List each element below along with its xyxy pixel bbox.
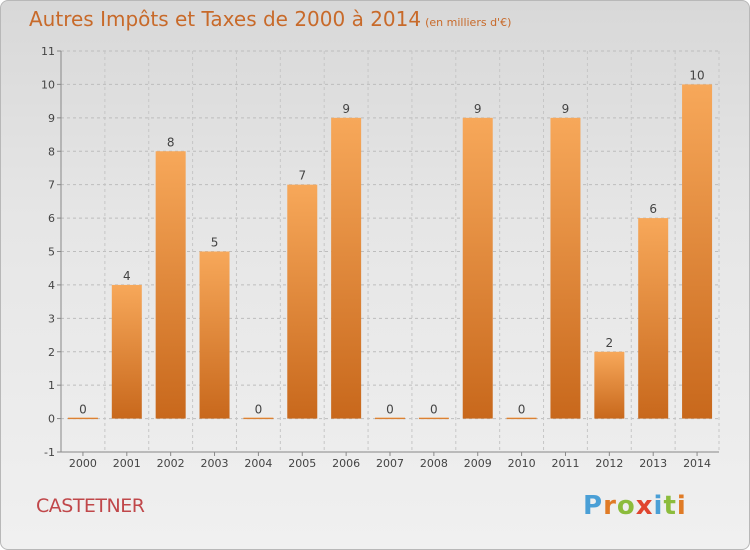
logo-letter: x: [635, 491, 654, 521]
y-tick-label: 1: [48, 379, 55, 392]
data-label: 0: [518, 403, 526, 417]
bar: [199, 251, 230, 419]
chart-title: Autres Impôts et Taxes de 2000 à 2014 (en…: [29, 7, 511, 31]
bar: [287, 184, 318, 419]
data-label: 8: [167, 135, 175, 149]
bar: [67, 417, 98, 420]
y-tick-label: 9: [48, 112, 55, 125]
logo-letter: i: [653, 491, 664, 521]
data-label: 6: [649, 202, 657, 216]
x-tick-label: 2012: [595, 457, 623, 470]
x-tick-label: 2002: [157, 457, 185, 470]
chart-title-text: Autres Impôts et Taxes de 2000 à 2014: [29, 7, 422, 31]
bar: [375, 417, 405, 420]
data-label: 0: [386, 403, 394, 417]
data-label: 9: [474, 102, 482, 116]
data-label: 9: [562, 102, 570, 116]
chart-unit: (en milliers d'€): [425, 16, 512, 29]
y-tick-label: 4: [48, 279, 55, 292]
bar: [418, 417, 449, 420]
data-label: 4: [123, 269, 131, 283]
city-name: CASTETNER: [36, 495, 145, 517]
logo-letter: t: [663, 491, 677, 521]
logo-letter: r: [603, 491, 617, 521]
x-tick-label: 2006: [332, 457, 360, 470]
x-tick-label: 2005: [288, 457, 316, 470]
x-tick-label: 2009: [464, 457, 492, 470]
y-tick-label: 6: [48, 212, 55, 225]
x-tick-label: 2008: [420, 457, 448, 470]
bar: [331, 117, 362, 419]
y-tick-label: 0: [48, 413, 55, 426]
y-tick-label: 2: [48, 346, 55, 359]
bar: [638, 218, 669, 419]
x-tick-label: 2007: [376, 457, 404, 470]
y-tick-label: -1: [44, 446, 55, 459]
data-label: 9: [342, 102, 350, 116]
data-label: 10: [689, 68, 704, 82]
y-tick-label: 7: [48, 179, 55, 192]
y-tick-label: 3: [48, 312, 55, 325]
logo-letter: o: [616, 491, 636, 521]
x-tick-label: 2004: [244, 457, 272, 470]
data-label: 7: [298, 169, 306, 183]
y-tick-label: 10: [41, 78, 55, 91]
bar: [111, 284, 142, 419]
data-label: 0: [79, 403, 87, 417]
y-tick-label: 11: [41, 45, 55, 58]
bars: [67, 84, 713, 420]
x-tick-label: 2001: [113, 457, 141, 470]
data-label: 0: [430, 403, 438, 417]
bar: [462, 117, 493, 419]
data-label: 0: [255, 403, 263, 417]
x-tick-label: 2013: [639, 457, 667, 470]
bar: [243, 417, 274, 420]
x-tick-label: 2010: [508, 457, 536, 470]
logo-letter: P: [583, 491, 604, 521]
x-tick-label: 2014: [683, 457, 711, 470]
x-tick-label: 2000: [69, 457, 97, 470]
bar: [550, 117, 581, 419]
data-labels: 0 4 8 5 0 7 9 0 0 9 0 9 2 6 10: [79, 68, 705, 416]
bar: [155, 151, 186, 419]
data-label: 5: [211, 236, 219, 250]
logo-letter: i: [676, 491, 687, 521]
bar: [594, 351, 625, 419]
proxiti-logo: Proxiti: [583, 491, 687, 521]
data-label: 2: [606, 336, 614, 350]
bar: [506, 417, 537, 420]
y-tick-label: 5: [48, 246, 55, 259]
x-tick-label: 2003: [201, 457, 229, 470]
x-tick-label: 2011: [551, 457, 579, 470]
y-tick-label: 8: [48, 145, 55, 158]
bar: [682, 84, 713, 419]
